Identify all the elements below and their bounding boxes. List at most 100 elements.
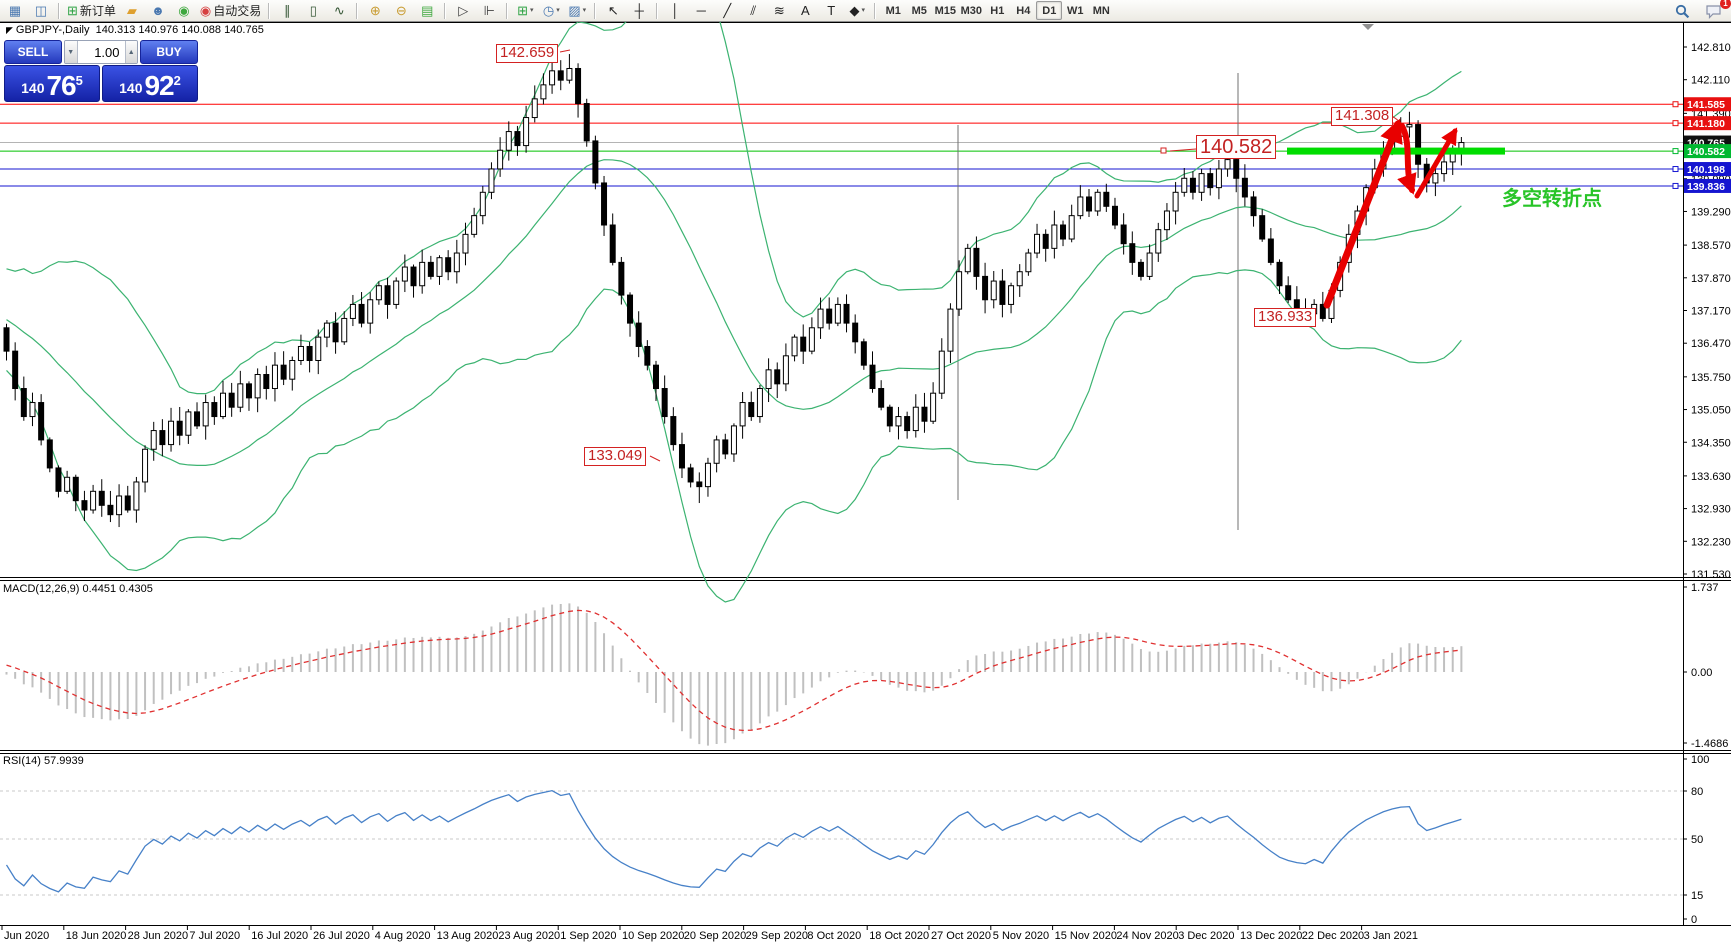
svg-text:18 Oct 2020: 18 Oct 2020 bbox=[869, 930, 929, 942]
candlestick-icon[interactable]: ▯ bbox=[300, 1, 326, 21]
bid-sup: 5 bbox=[75, 73, 83, 88]
vertical-line-icon: │ bbox=[671, 3, 680, 18]
svg-text:13 Dec 2020: 13 Dec 2020 bbox=[1240, 930, 1302, 942]
svg-text:138.570: 138.570 bbox=[1691, 240, 1731, 252]
buy-button[interactable]: BUY bbox=[140, 40, 198, 64]
ask-big: 92 bbox=[144, 70, 174, 101]
periods-icon[interactable]: ◷ ▾ bbox=[538, 1, 564, 21]
chart-shift-icon[interactable]: ⊩ bbox=[476, 1, 502, 21]
community-icon[interactable]: ☻ bbox=[145, 1, 171, 21]
svg-text:4 Aug 2020: 4 Aug 2020 bbox=[375, 930, 431, 942]
svg-text:100: 100 bbox=[1691, 754, 1709, 766]
timeframe-m5-button[interactable]: M5 bbox=[911, 4, 927, 17]
templates-icon: ▨ bbox=[568, 3, 581, 18]
svg-text:-1.4686: -1.4686 bbox=[1691, 738, 1728, 750]
svg-text:80: 80 bbox=[1691, 786, 1703, 798]
tile-windows-icon[interactable]: ▤ bbox=[414, 1, 440, 21]
price-annotation-140.582[interactable]: 140.582 bbox=[1196, 135, 1277, 160]
chevron-down-icon: ▾ bbox=[556, 7, 560, 14]
svg-text:1.737: 1.737 bbox=[1691, 582, 1719, 594]
new-order-icon[interactable]: ⊞ 新订单 bbox=[64, 1, 119, 21]
text-label-icon[interactable]: T bbox=[818, 1, 844, 21]
svg-text:0.00: 0.00 bbox=[1691, 667, 1712, 679]
auto-scroll-icon[interactable]: ▷ bbox=[450, 1, 476, 21]
svg-text:137.870: 137.870 bbox=[1691, 273, 1731, 285]
chart-shift-marker-icon[interactable] bbox=[1362, 24, 1374, 30]
svg-text:1 Sep 2020: 1 Sep 2020 bbox=[560, 930, 616, 942]
ask-price-box[interactable]: 140 92 2 bbox=[102, 65, 198, 102]
svg-text:3 Jan 2021: 3 Jan 2021 bbox=[1364, 930, 1418, 942]
eraser-icon[interactable]: ▰ bbox=[119, 1, 145, 21]
volume-decrease-button[interactable]: ▼ bbox=[65, 41, 78, 63]
zoom-out-icon: ⊖ bbox=[395, 3, 407, 18]
turning-point-note[interactable]: 多空转折点 bbox=[1502, 186, 1602, 210]
timeframe-mn-button[interactable]: MN bbox=[1092, 4, 1110, 17]
signals-icon[interactable]: ◉ bbox=[171, 1, 197, 21]
notification-badge: 1 bbox=[1720, 0, 1731, 9]
trend-arrows[interactable] bbox=[1323, 118, 1458, 309]
chevron-down-icon: ▾ bbox=[861, 7, 866, 14]
timeframe-w1-button[interactable]: W1 bbox=[1067, 4, 1084, 17]
zoom-in-icon[interactable]: ⊕ bbox=[362, 1, 388, 21]
ask-base: 140 bbox=[119, 80, 143, 96]
timeframe-m1-button[interactable]: M1 bbox=[885, 4, 901, 17]
price-annotation-141.308[interactable]: 141.308 bbox=[1331, 107, 1394, 126]
add-indicator-icon[interactable]: ⊞ ▾ bbox=[512, 1, 538, 21]
autotrade-icon[interactable]: ◉ 自动交易 bbox=[197, 1, 264, 21]
bid-price-box[interactable]: 140 76 5 bbox=[4, 65, 100, 102]
arrows-icon[interactable]: ◆ ▾ bbox=[844, 1, 870, 21]
signals-icon: ◉ bbox=[178, 3, 190, 18]
bid-big: 76 bbox=[46, 70, 76, 101]
auto-scroll-icon: ▷ bbox=[458, 3, 469, 18]
time-scale[interactable]: Jun 2020 18 Jun 2020 28 Jun 2020 7 Jul 2020… bbox=[1, 926, 1418, 942]
svg-text:139.836: 139.836 bbox=[1687, 181, 1725, 193]
text-label-icon: T bbox=[827, 3, 836, 18]
price-annotation-136.933[interactable]: 136.933 bbox=[1254, 308, 1317, 327]
fibonacci-icon[interactable]: ≋ bbox=[766, 1, 792, 21]
price-annotation-133.049[interactable]: 133.049 bbox=[584, 447, 647, 466]
line-chart-icon[interactable]: ∿ bbox=[326, 1, 352, 21]
zoom-out-icon[interactable]: ⊖ bbox=[388, 1, 414, 21]
trendline-icon: ╱ bbox=[723, 3, 732, 18]
new-chart-icon[interactable]: ▦ bbox=[2, 1, 28, 21]
cursor-icon[interactable]: ↖ bbox=[600, 1, 626, 21]
svg-text:0: 0 bbox=[1691, 914, 1697, 926]
timeframe-h4-button[interactable]: H4 bbox=[1016, 4, 1031, 17]
bar-chart-icon[interactable]: ∥ bbox=[274, 1, 300, 21]
candlestick-series bbox=[3, 54, 1465, 528]
crosshair-icon[interactable]: ┼ bbox=[626, 1, 652, 21]
trendline-icon[interactable]: ╱ bbox=[714, 1, 740, 21]
cursor-icon: ↖ bbox=[607, 3, 619, 18]
sell-button[interactable]: SELL bbox=[4, 40, 62, 64]
thick-green-level[interactable] bbox=[1287, 147, 1505, 155]
svg-text:16 Jul 2020: 16 Jul 2020 bbox=[251, 930, 308, 942]
timeframe-m30-button[interactable]: M30 bbox=[960, 4, 982, 17]
svg-text:26 Jul 2020: 26 Jul 2020 bbox=[313, 930, 370, 942]
price-annotation-142.659[interactable]: 142.659 bbox=[496, 44, 559, 63]
timeframe-m15-button[interactable]: M15 bbox=[934, 4, 956, 17]
fibonacci-icon: ≋ bbox=[773, 3, 785, 18]
templates-icon[interactable]: ▨ ▾ bbox=[564, 1, 590, 21]
equidistant-channel-icon[interactable]: ⫽ bbox=[740, 1, 766, 21]
vertical-line-icon[interactable]: │ bbox=[662, 1, 688, 21]
chart-title: GBPJPY-,Daily bbox=[15, 24, 90, 36]
text-icon[interactable]: A bbox=[792, 1, 818, 21]
svg-text:135.050: 135.050 bbox=[1691, 405, 1731, 417]
timeframe-h1-button[interactable]: H1 bbox=[990, 4, 1005, 17]
new-chart-icon: ▦ bbox=[8, 3, 22, 18]
volume-increase-button[interactable]: ▲ bbox=[124, 41, 137, 63]
autotrade-icon-label: 自动交易 bbox=[213, 3, 262, 18]
chart-profile-icon[interactable]: ◫ bbox=[28, 1, 54, 21]
price-scale[interactable]: 142.810142.110141.390140.690139.990139.2… bbox=[1672, 22, 1731, 926]
timeframe-d1-button[interactable]: D1 bbox=[1036, 1, 1063, 20]
svg-text:142.810: 142.810 bbox=[1691, 42, 1731, 54]
equidistant-channel-icon: ⫽ bbox=[750, 3, 757, 18]
svg-text:28 Jun 2020: 28 Jun 2020 bbox=[128, 930, 189, 942]
search-icon[interactable] bbox=[1669, 1, 1695, 21]
volume-input[interactable] bbox=[77, 41, 125, 63]
svg-text:132.930: 132.930 bbox=[1691, 504, 1731, 516]
svg-text:29 Sep 2020: 29 Sep 2020 bbox=[746, 930, 808, 942]
chat-icon[interactable]: 1 bbox=[1701, 0, 1731, 21]
horizontal-line-icon[interactable]: ─ bbox=[688, 1, 714, 21]
